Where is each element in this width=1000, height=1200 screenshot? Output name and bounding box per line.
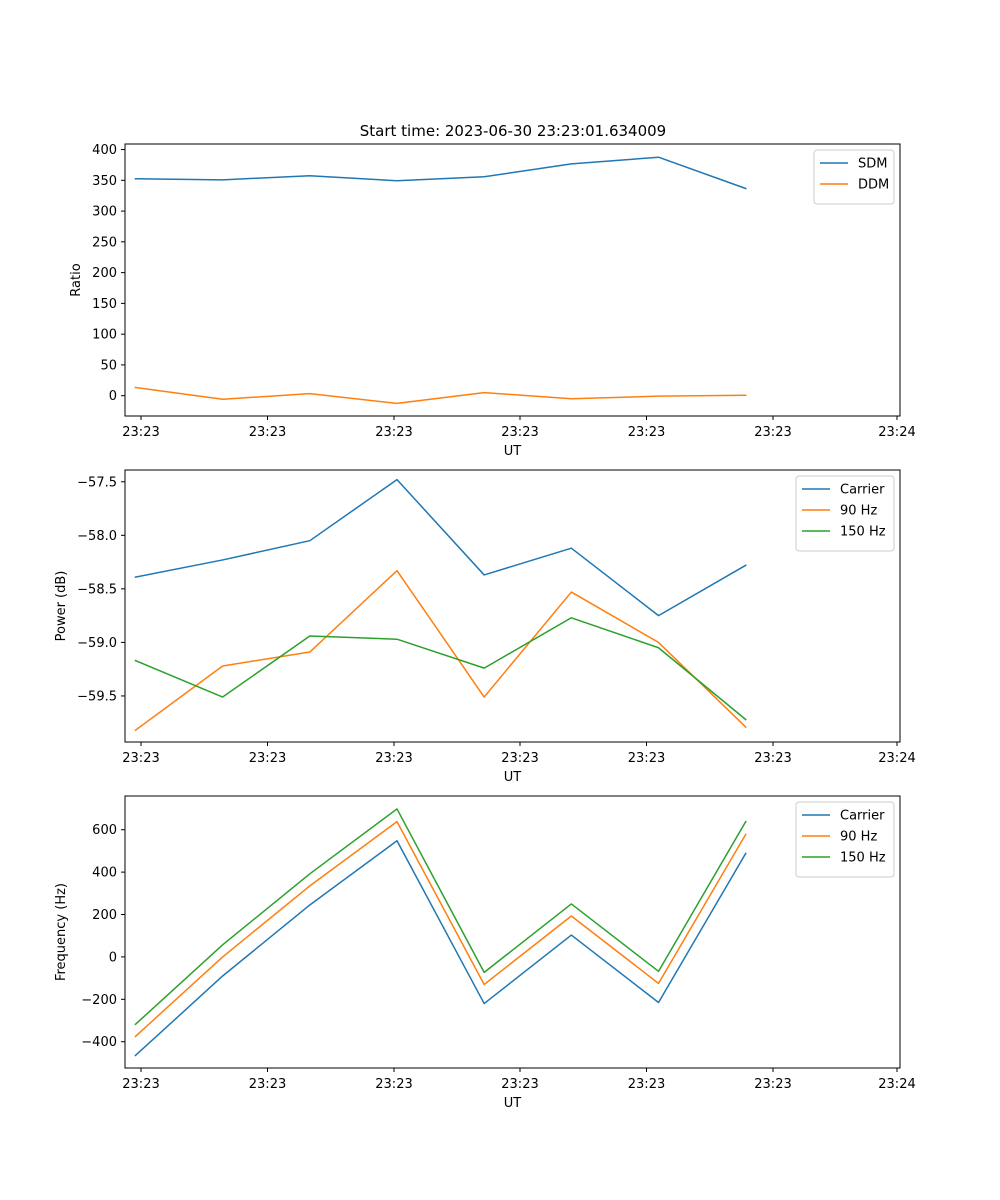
x-tick-label: 23:23: [501, 425, 538, 440]
y-tick-label: 100: [92, 328, 117, 343]
x-tick-label: 23:23: [754, 425, 791, 440]
x-tick-label: 23:23: [628, 1077, 665, 1092]
y-tick-label: −57.5: [77, 475, 117, 490]
series-line-1: [134, 839, 747, 1057]
y-axis-label: Ratio: [69, 263, 84, 296]
x-tick-label: 23:23: [628, 751, 665, 766]
y-tick-label: 300: [92, 205, 117, 220]
y-tick-label: 400: [92, 866, 117, 881]
y-tick-label: 200: [92, 908, 117, 923]
x-tick-label: 23:23: [754, 751, 791, 766]
x-tick-label: 23:24: [878, 751, 915, 766]
y-tick-label: −200: [81, 993, 117, 1008]
legend-label: 90 Hz: [840, 504, 877, 519]
x-tick-label: 23:24: [878, 1077, 915, 1092]
y-tick-label: 350: [92, 174, 117, 189]
axes-2: 23:23 23:23 23:23 23:23 23:23 23:23 23:24 −59.5…: [54, 469, 916, 785]
series-line-3: [134, 808, 747, 1026]
legend: SDM DDM: [813, 149, 895, 205]
legend-box: [795, 475, 895, 552]
legend-label: 90 Hz: [840, 830, 877, 845]
x-axis-label: UT: [504, 444, 522, 459]
x-tick-label: 23:23: [501, 1077, 538, 1092]
legend-label: SDM: [858, 157, 887, 172]
series-line-2: [134, 569, 747, 732]
y-tick-label: −59.0: [77, 636, 117, 651]
y-tick-label: −59.5: [77, 689, 117, 704]
series-line-1: [134, 156, 747, 190]
axes-frame: [124, 795, 901, 1069]
axes-frame: [124, 469, 901, 743]
legend-label: 150 Hz: [840, 525, 886, 540]
legend: Carrier 90 Hz 150 Hz: [795, 801, 895, 878]
x-tick-label: 23:23: [122, 751, 159, 766]
y-tick-label: −58.5: [77, 582, 117, 597]
x-tick-label: 23:23: [375, 425, 412, 440]
y-tick-label: −58.0: [77, 529, 117, 544]
x-tick-label: 23:23: [122, 1077, 159, 1092]
series-line-2: [134, 386, 747, 405]
x-tick-label: 23:23: [754, 1077, 791, 1092]
x-tick-label: 23:23: [628, 425, 665, 440]
legend-box: [795, 801, 895, 878]
y-tick-label: 600: [92, 823, 117, 838]
y-tick-label: −400: [81, 1035, 117, 1050]
y-tick-label: 400: [92, 143, 117, 158]
x-tick-label: 23:23: [249, 1077, 286, 1092]
x-tick-label: 23:23: [122, 425, 159, 440]
y-tick-label: 150: [92, 297, 117, 312]
y-tick-label: 0: [109, 389, 117, 404]
series-line-1: [134, 478, 747, 617]
legend-label: DDM: [858, 178, 889, 193]
x-tick-label: 23:23: [375, 751, 412, 766]
y-tick-label: 250: [92, 235, 117, 250]
y-tick-label: 0: [109, 950, 117, 965]
x-axis-label: UT: [504, 1096, 522, 1111]
axes-1: 23:23 23:23 23:23 23:23 23:23 23:23 23:24 0 50 10…: [69, 143, 916, 459]
y-tick-label: 50: [100, 358, 117, 373]
y-axis-label: Power (dB): [54, 571, 69, 642]
legend: Carrier 90 Hz 150 Hz: [795, 475, 895, 552]
figure-title: Start time: 2023-06-30 23:23:01.634009: [360, 122, 666, 140]
series-line-2: [134, 820, 747, 1038]
x-tick-label: 23:23: [249, 425, 286, 440]
legend-label: Carrier: [840, 483, 885, 498]
legend-label: Carrier: [840, 809, 885, 824]
x-axis-label: UT: [504, 770, 522, 785]
y-axis-label: Frequency (Hz): [54, 883, 69, 981]
axes-3: 23:23 23:23 23:23 23:23 23:23 23:23 23:24 −400 −…: [54, 795, 916, 1111]
x-tick-label: 23:23: [375, 1077, 412, 1092]
legend-label: 150 Hz: [840, 851, 886, 866]
y-tick-label: 200: [92, 266, 117, 281]
x-tick-label: 23:24: [878, 425, 915, 440]
series-line-3: [134, 617, 747, 721]
axes-frame: [124, 143, 901, 417]
x-tick-label: 23:23: [249, 751, 286, 766]
x-tick-label: 23:23: [501, 751, 538, 766]
